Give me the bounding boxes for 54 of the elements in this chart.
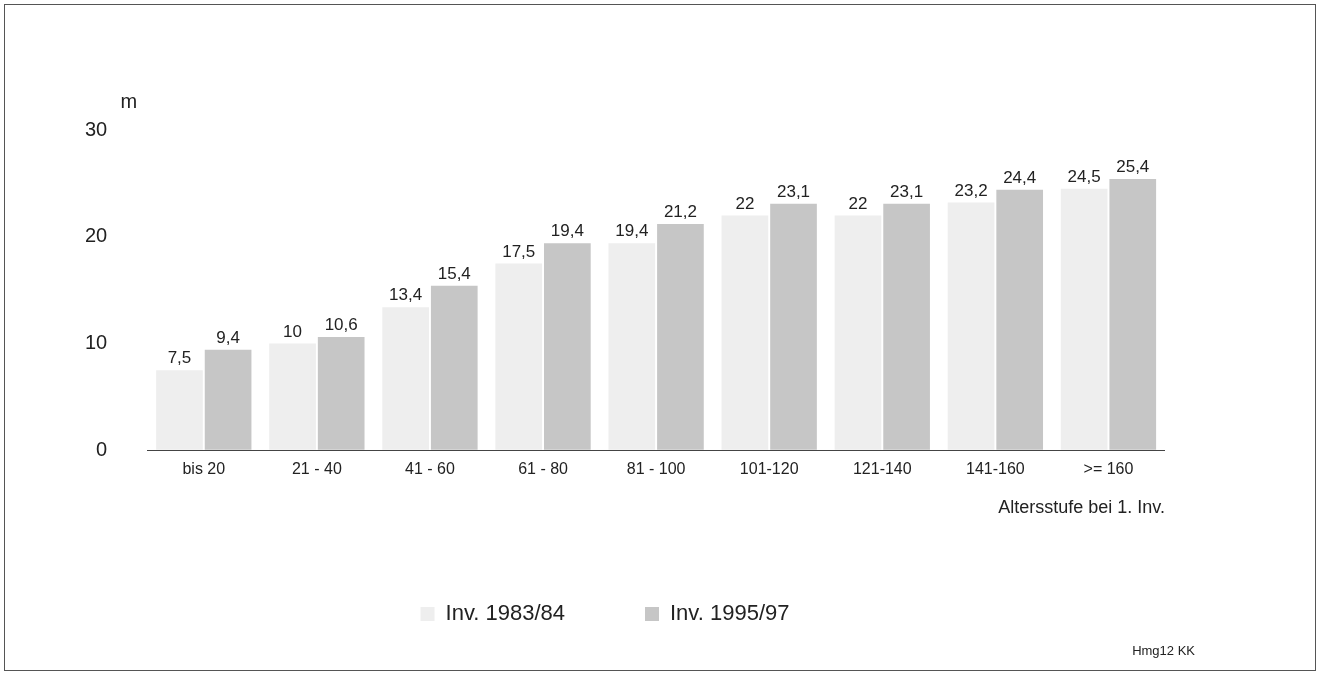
bar	[430, 285, 478, 450]
data-label: 24,4	[1003, 167, 1037, 187]
data-label: 9,4	[216, 328, 240, 348]
data-label: 25,4	[1116, 157, 1150, 177]
x-tick-label: >= 160	[1083, 460, 1134, 478]
bar	[204, 349, 252, 450]
data-label: 23,1	[890, 181, 924, 201]
bar	[721, 215, 769, 450]
y-axis-title: m	[120, 89, 138, 112]
y-tick-label: 20	[85, 224, 108, 247]
x-tick-label: bis 20	[182, 460, 226, 478]
x-axis-title: Altersstufe bei 1. Inv.	[998, 497, 1165, 518]
data-label: 24,5	[1067, 166, 1101, 186]
bar	[1060, 188, 1108, 450]
x-tick-label: 101-120	[739, 460, 799, 478]
data-label: 22	[848, 193, 868, 213]
legend-label: Inv. 1995/97	[670, 600, 790, 626]
data-label: 7,5	[167, 348, 192, 368]
text: Hmg12 KK	[1132, 643, 1196, 659]
bar	[544, 243, 591, 450]
bar	[1109, 179, 1157, 450]
bar	[156, 370, 203, 450]
data-label: 21,2	[663, 202, 697, 222]
bar	[996, 189, 1044, 450]
bar	[883, 203, 930, 450]
bar	[947, 202, 995, 450]
x-tick-label: 141-160	[966, 460, 1025, 478]
legend-label: Inv. 1983/84	[445, 600, 565, 626]
y-tick-label: 10	[85, 330, 108, 353]
data-label: 17,5	[502, 241, 536, 261]
x-tick-label: 61 - 80	[518, 460, 569, 478]
bar	[608, 243, 656, 450]
x-tick-label: 121-140	[852, 460, 912, 478]
bar	[770, 203, 817, 450]
data-label: 23,2	[954, 180, 988, 200]
x-tick-label: 21 - 40	[291, 460, 342, 478]
data-label: 15,4	[437, 264, 471, 284]
data-label: 22	[735, 193, 755, 213]
data-label: 10	[283, 321, 303, 341]
bar	[834, 215, 882, 450]
x-tick-label: 81 - 100	[626, 460, 686, 478]
bar	[317, 337, 365, 450]
data-label: 19,4	[550, 221, 584, 241]
data-label: 13,4	[389, 285, 423, 305]
y-tick-label: 0	[96, 437, 108, 460]
data-label: 10,6	[324, 315, 358, 335]
data-label: 19,4	[615, 221, 649, 241]
bar	[382, 307, 429, 450]
x-tick-label: 41 - 60	[405, 460, 455, 478]
bar	[495, 263, 543, 450]
bar	[657, 223, 704, 450]
y-tick-label: 30	[85, 117, 108, 140]
bar	[269, 343, 316, 450]
data-label: 23,1	[776, 181, 811, 201]
